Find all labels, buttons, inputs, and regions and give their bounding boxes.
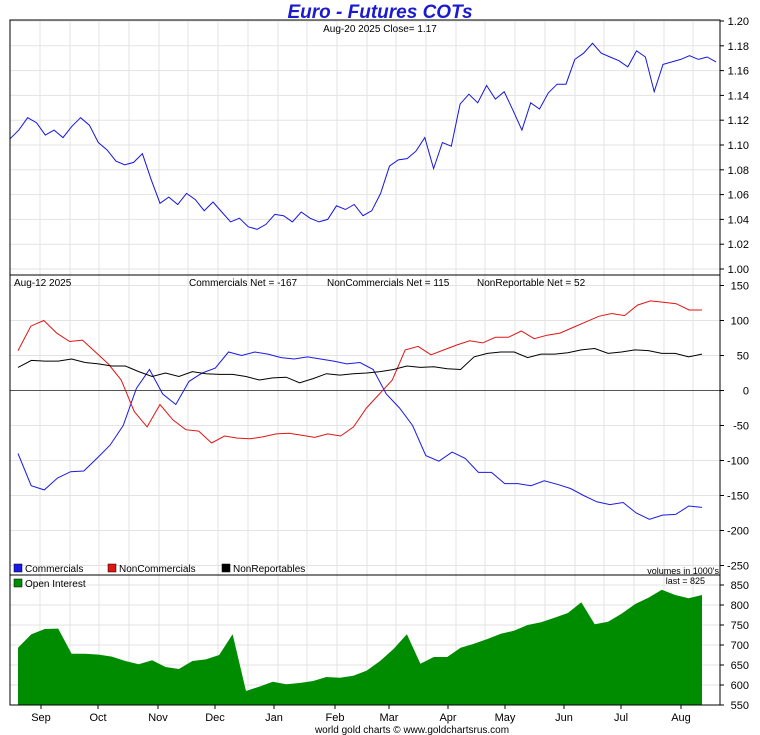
legend-swatch-2: [221, 563, 231, 573]
price-line: [9, 42, 717, 230]
y-tick-label: 1.06: [728, 190, 749, 202]
volume-note: volumes in 1000's: [647, 566, 719, 576]
x-tick-label: Aug: [671, 712, 691, 724]
y-tick-label: 1.04: [728, 214, 749, 226]
y-tick-label: 0: [743, 386, 749, 398]
y-tick-label: 1.00: [728, 264, 749, 276]
x-tick-label: Nov: [148, 712, 168, 724]
y-tick-label: -200: [727, 526, 749, 538]
x-tick-label: Feb: [326, 712, 345, 724]
x-tick-label: Apr: [439, 712, 456, 724]
x-tick-label: May: [495, 712, 516, 724]
y-tick-label: -250: [727, 561, 749, 573]
y-tick-label: 1.14: [728, 90, 749, 102]
y-tick-label: 1.18: [728, 41, 749, 53]
legend-label-2: NonReportables: [233, 564, 305, 575]
y-tick-label: 600: [731, 680, 749, 692]
legend-label-1: NonCommercials: [119, 564, 196, 575]
y-tick-label: 150: [731, 281, 749, 293]
cot-headline-2: NonReportable Net = 52: [477, 278, 586, 289]
y-tick-label: 100: [731, 316, 749, 328]
y-tick-label: 550: [731, 700, 749, 712]
x-tick-label: Dec: [205, 712, 225, 724]
price-subtitle: Aug-20 2025 Close= 1.17: [323, 24, 437, 35]
footer-credit: world gold charts © www.goldchartsrus.co…: [314, 725, 509, 735]
y-tick-label: -150: [727, 491, 749, 503]
y-tick-label: -50: [733, 421, 749, 433]
y-tick-label: 700: [731, 640, 749, 652]
y-tick-label: 1.10: [728, 140, 749, 152]
x-tick-label: Sep: [31, 712, 51, 724]
y-tick-label: 1.16: [728, 66, 749, 78]
y-tick-label: 750: [731, 620, 749, 632]
legend-swatch-1: [107, 563, 117, 573]
y-tick-label: 850: [731, 580, 749, 592]
open-interest-area: [18, 589, 702, 705]
cot-headline-0: Commercials Net = -167: [189, 278, 298, 289]
nonreportables-line: [17, 347, 703, 384]
y-tick-label: -100: [727, 456, 749, 468]
y-tick-label: 1.12: [728, 115, 749, 127]
y-tick-label: 800: [731, 600, 749, 612]
legend-swatch-oi: [13, 578, 23, 588]
commercials-line: [17, 351, 703, 520]
y-tick-label: 50: [737, 351, 749, 363]
y-tick-label: 1.02: [728, 239, 749, 251]
cot-headline-1: NonCommercials Net = 115: [327, 278, 450, 289]
last-value: last = 825: [666, 576, 705, 586]
x-tick-label: Jul: [614, 712, 628, 724]
y-tick-label: 650: [731, 660, 749, 672]
noncommercials-line: [17, 300, 702, 444]
legend-swatch-0: [13, 563, 23, 573]
x-tick-label: Oct: [89, 712, 106, 724]
x-tick-label: Jun: [555, 712, 573, 724]
x-tick-label: Jan: [265, 712, 283, 724]
cot-date: Aug-12 2025: [14, 278, 72, 289]
x-tick-label: Mar: [380, 712, 399, 724]
panel-frame-2: [9, 574, 721, 706]
y-tick-label: 1.20: [728, 16, 749, 28]
y-tick-label: 1.08: [728, 165, 749, 177]
legend-label-0: Commercials: [25, 564, 83, 575]
legend-label-oi: Open Interest: [25, 579, 86, 590]
chart-title: Euro - Futures COTs: [287, 2, 473, 23]
